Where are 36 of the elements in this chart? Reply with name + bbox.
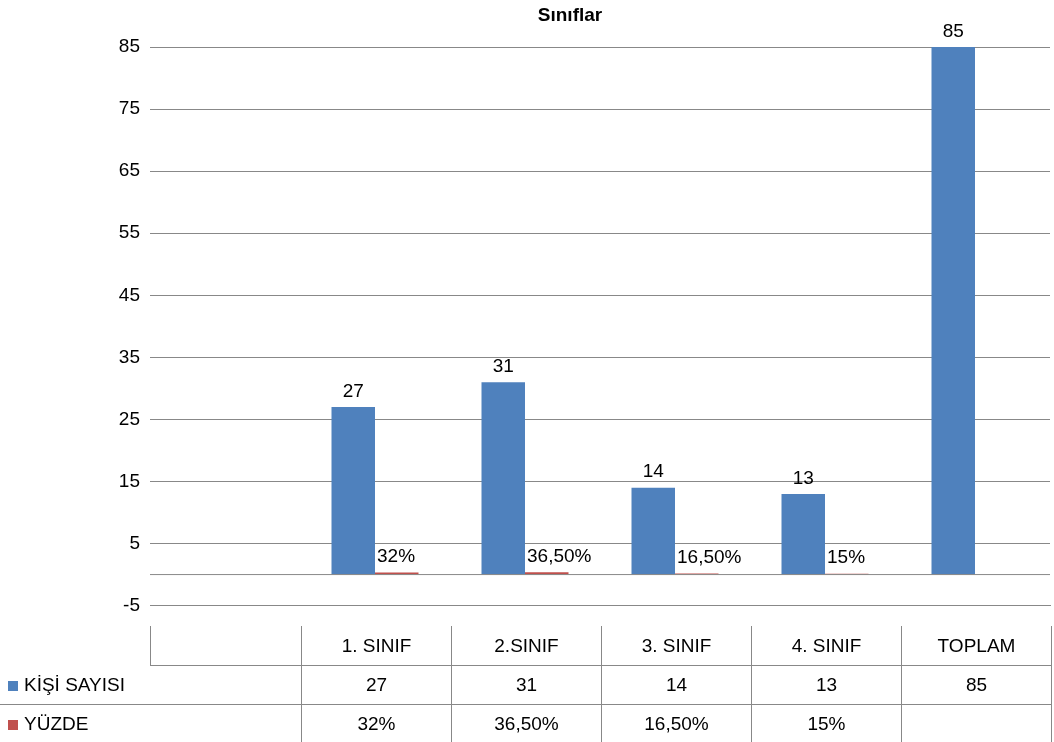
text: 13 [792,466,814,488]
data-label: 16,50% [601,704,752,742]
y-tick-label: 45 [118,283,140,305]
data-label: 14 [601,665,752,705]
data-label: 36,50% [451,704,602,742]
legend-label: YÜZDE [0,704,302,742]
text: 15% [827,546,866,568]
x-tick-label: 2.SINIF [451,626,602,666]
data-label: 32% [301,704,452,742]
data-label: 15% [751,704,902,742]
data-label: 31 [451,665,602,705]
y-tick-label: 35 [118,345,140,367]
data-label: 85 [901,665,1052,705]
y-tick-label: 55 [118,221,140,243]
data-label: 27 [301,665,452,705]
x-tick-label: 3. SINIF [601,626,752,666]
text: 27 [342,379,364,401]
data-label: 13 [751,665,902,705]
x-tick-label: 4. SINIF [751,626,902,666]
chart-title: Sınıflar [537,4,603,26]
text: 36,50% [527,545,592,567]
y-tick-label: 85 [118,35,140,57]
y-tick-label: 15 [118,469,140,491]
x-tick-label: 1. SINIF [301,626,452,666]
y-tick-label: 5 [129,531,140,553]
text: 31 [492,354,514,376]
y-tick-label: 75 [118,97,140,119]
text: 85 [942,19,964,41]
y-tick-label: 65 [118,159,140,181]
text: 14 [642,460,664,482]
y-tick-label: -5 [123,593,140,615]
text: 32% [377,545,416,567]
x-tick-label: TOPLAM [901,626,1052,666]
legend-label: KİŞİ SAYISI [0,665,302,705]
text: 16,50% [677,546,742,568]
y-tick-label: 25 [118,407,140,429]
